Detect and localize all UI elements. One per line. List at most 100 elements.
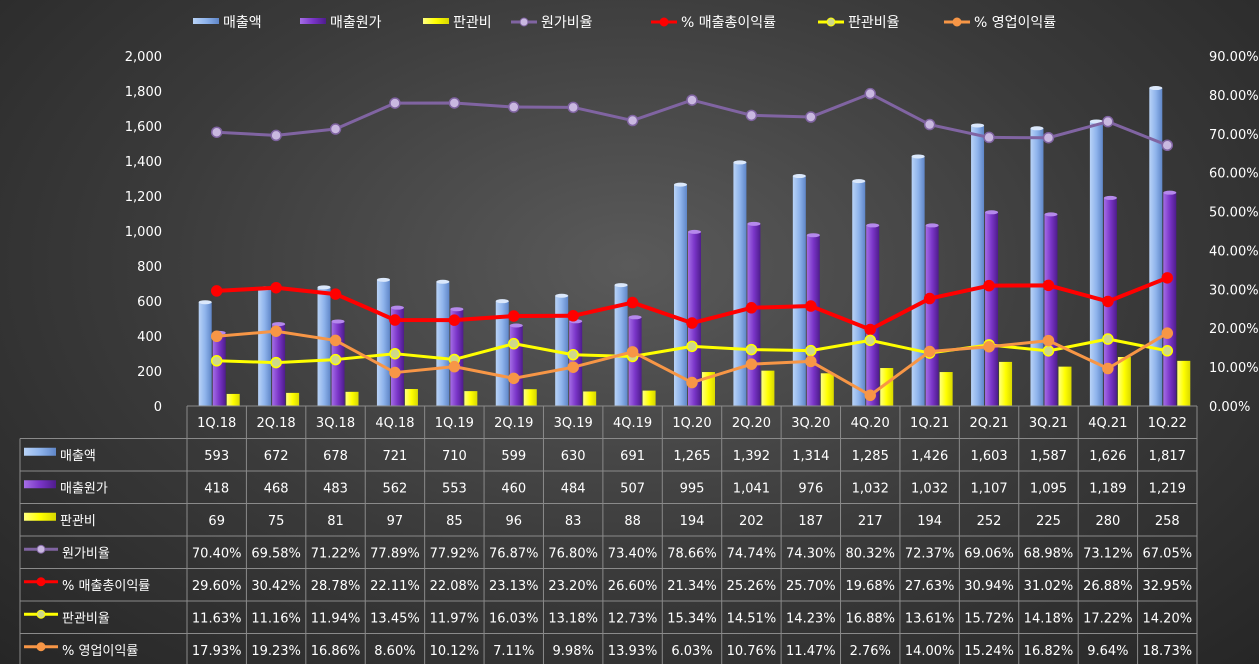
y-right-tick: 90.00%: [1209, 50, 1259, 65]
table-cell: 2.76%: [850, 644, 891, 659]
legend-swatch: [300, 18, 326, 24]
table-cell: 13.18%: [548, 611, 598, 626]
y-right-tick: 80.00%: [1209, 89, 1259, 104]
line-point: [329, 353, 342, 366]
legend-label: 판관비율: [848, 15, 900, 31]
y-left-tick: 1,800: [125, 85, 162, 100]
bar-cap: [555, 293, 569, 298]
line-point: [1042, 131, 1055, 144]
bar-sales: [614, 285, 628, 406]
bar-sales: [555, 295, 569, 406]
line-point: [270, 129, 282, 142]
table-cell: 83: [565, 514, 582, 529]
table-cell: 9.98%: [553, 644, 594, 659]
data-table: 1Q.18 2Q.18 3Q.18 4Q.18 1Q.19 2Q.19 3Q.19 4Q.19…: [19, 405, 1198, 664]
line-point: [745, 109, 758, 122]
row-label: % 매출총이익률: [62, 579, 150, 594]
bar-sga: [642, 390, 656, 406]
line-point: [864, 334, 876, 347]
bar-cap: [985, 210, 999, 215]
table-cell: 13.45%: [370, 611, 420, 626]
line-point: [389, 97, 401, 109]
y-left-tick: 0: [154, 400, 162, 415]
table-cell: 31.02%: [1024, 579, 1074, 594]
category-label: 3Q.21: [1029, 416, 1068, 431]
table-cell: 77.92%: [430, 546, 480, 561]
table-cell: 16.03%: [489, 611, 539, 626]
table-cell: 23.20%: [548, 579, 598, 594]
bar-cost: [509, 325, 523, 406]
table-cell: 280: [1095, 514, 1120, 529]
bar-cap: [911, 154, 925, 159]
bar-cap: [376, 277, 390, 282]
line-point: [1042, 279, 1055, 292]
line-point: [686, 317, 698, 329]
table-cell: 19.23%: [251, 644, 301, 659]
table-cell: 73.40%: [608, 546, 658, 561]
table-cell: 88: [624, 514, 641, 529]
bar-sales: [971, 125, 985, 406]
table-cell: 15.34%: [667, 611, 717, 626]
table-cell: 15.72%: [964, 611, 1014, 626]
line-point: [508, 310, 520, 322]
legend-marker: [519, 17, 529, 27]
table-cell: 67.05%: [1143, 546, 1193, 561]
line-point: [270, 356, 282, 369]
table-cell: 13.93%: [608, 644, 658, 659]
table-cell: 11.94%: [311, 611, 361, 626]
table-cell: 10.12%: [430, 644, 480, 659]
table-cell: 252: [977, 514, 1002, 529]
table-cell: 599: [501, 449, 526, 464]
category-label: 1Q.18: [197, 416, 236, 431]
table-cell: 74.74%: [727, 546, 777, 561]
table-cell: 1,587: [1030, 449, 1067, 464]
y-right-tick: 60.00%: [1209, 167, 1259, 182]
table-cell: 1,626: [1089, 449, 1126, 464]
category-label: 2Q.20: [732, 416, 771, 431]
line-point: [864, 87, 876, 100]
line-point: [626, 296, 639, 309]
table-cell: 11.16%: [251, 611, 301, 626]
line-point: [983, 131, 995, 144]
line-point: [329, 334, 342, 347]
bar-cap: [971, 123, 985, 128]
row-label: 판관비: [60, 514, 96, 529]
table-legend-key: [24, 512, 56, 521]
line-point: [745, 358, 758, 370]
bar-sga: [345, 391, 359, 406]
bar-cap: [198, 300, 212, 305]
table-cell: 25.70%: [786, 579, 836, 594]
table-cell: 202: [739, 514, 764, 529]
table-cell: 678: [323, 449, 348, 464]
category-label: 1Q.22: [1148, 416, 1187, 431]
bar-sales: [792, 176, 806, 406]
bar-sales: [852, 181, 866, 406]
line-point: [805, 300, 817, 312]
bar-sales: [1149, 88, 1163, 407]
line-point: [1161, 139, 1174, 151]
table-legend-marker: [36, 544, 46, 554]
y-left-tick: 200: [137, 365, 162, 380]
bar-sga: [1177, 360, 1191, 406]
line-point: [805, 355, 817, 368]
line-point: [923, 118, 936, 131]
bar-cap: [1044, 212, 1058, 217]
line-point: [864, 389, 876, 402]
y-right-tick: 30.00%: [1209, 283, 1259, 298]
table-cell: 507: [620, 481, 645, 496]
line-point: [745, 343, 758, 356]
legend-label: 매출원가: [330, 15, 382, 31]
y-right-tick: 70.00%: [1209, 128, 1259, 143]
legend-label: % 매출총이익률: [681, 15, 776, 31]
category-label: 1Q.19: [435, 416, 474, 431]
line-point: [448, 314, 461, 326]
legend-label: % 영업이익률: [974, 15, 1056, 31]
table-cell: 78.66%: [667, 546, 717, 561]
bar-sales: [317, 287, 331, 406]
table-cell: 460: [501, 481, 526, 496]
category-label: 3Q.19: [554, 416, 593, 431]
table-cell: 80.32%: [845, 546, 895, 561]
legend-marker: [952, 17, 962, 27]
table-legend-marker: [36, 609, 46, 619]
table-cell: 1,314: [792, 449, 829, 464]
